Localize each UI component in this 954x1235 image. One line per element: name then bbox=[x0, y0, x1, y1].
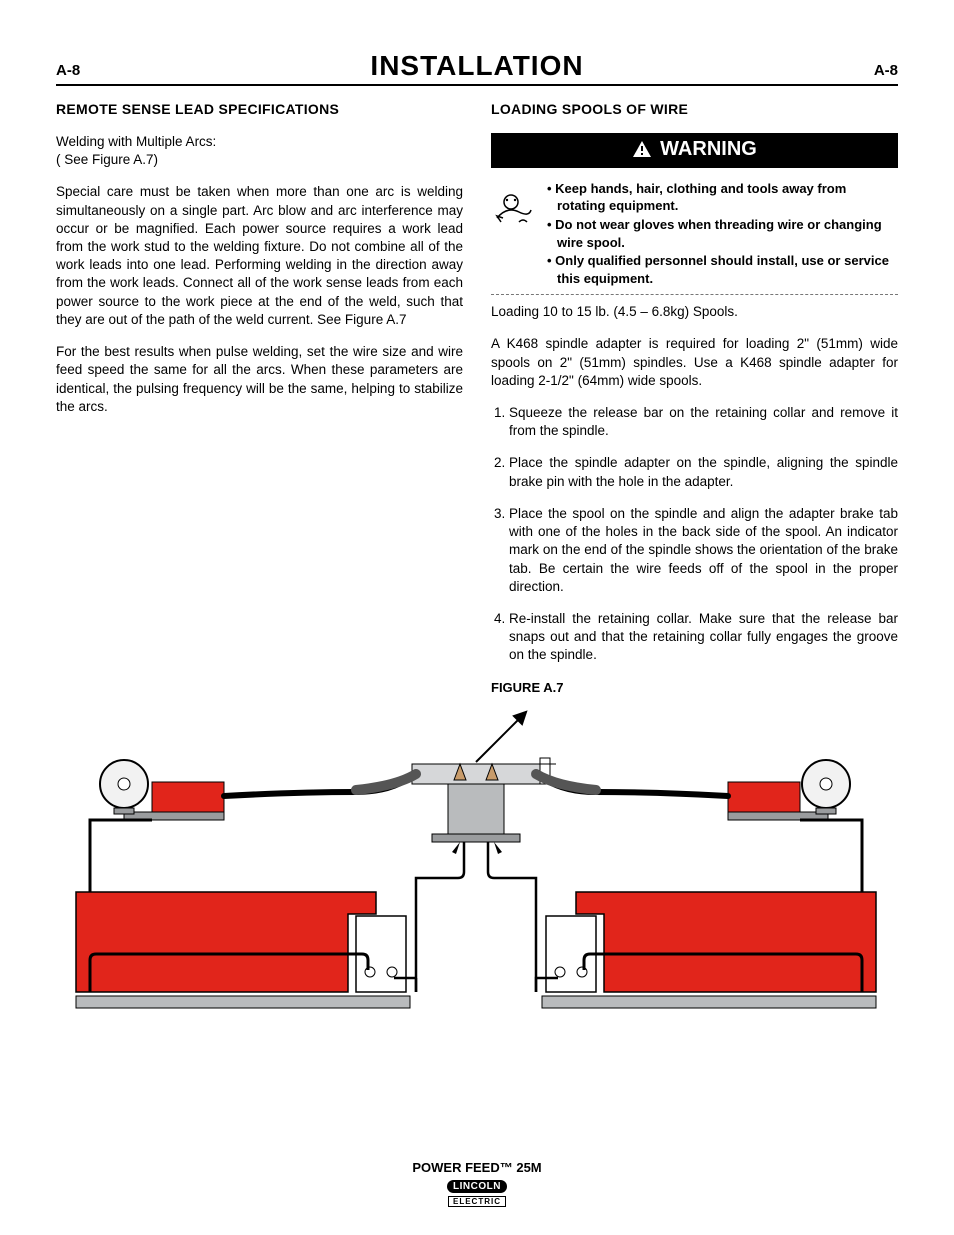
left-para-1: Special care must be taken when more tha… bbox=[56, 183, 463, 329]
warning-banner: WARNING bbox=[491, 133, 898, 168]
step-3: Place the spool on the spindle and align… bbox=[509, 505, 898, 596]
load-note: Loading 10 to 15 lb. (4.5 – 6.8kg) Spool… bbox=[491, 303, 898, 321]
intro-line-1: Welding with Multiple Arcs: bbox=[56, 134, 216, 149]
brand-badge: LINCOLN ELECTRIC bbox=[447, 1177, 507, 1207]
right-heading: LOADING SPOOLS OF WIRE bbox=[491, 100, 898, 119]
figure-label: FIGURE A.7 bbox=[491, 679, 898, 697]
entanglement-icon bbox=[491, 180, 537, 288]
step-2: Place the spindle adapter on the spindle… bbox=[509, 454, 898, 490]
warning-item-1: • Keep hands, hair, clothing and tools a… bbox=[547, 180, 898, 215]
intro-line-2: ( See Figure A.7) bbox=[56, 152, 158, 167]
intro-block: Welding with Multiple Arcs: ( See Figure… bbox=[56, 133, 463, 169]
page-footer: POWER FEED™ 25M LINCOLN ELECTRIC bbox=[0, 1160, 954, 1207]
warning-list: • Keep hands, hair, clothing and tools a… bbox=[491, 180, 898, 288]
steps-list: Squeeze the release bar on the retaining… bbox=[491, 404, 898, 665]
left-column: REMOTE SENSE LEAD SPECIFICATIONS Welding… bbox=[56, 100, 463, 696]
left-heading: REMOTE SENSE LEAD SPECIFICATIONS bbox=[56, 100, 463, 119]
warning-items: • Keep hands, hair, clothing and tools a… bbox=[547, 180, 898, 288]
page-ref-right: A-8 bbox=[874, 62, 898, 79]
right-column: LOADING SPOOLS OF WIRE WARNING bbox=[491, 100, 898, 696]
product-name: POWER FEED™ 25M bbox=[0, 1160, 954, 1175]
page-header: A-8 INSTALLATION A-8 bbox=[56, 50, 898, 86]
brand-bottom: ELECTRIC bbox=[448, 1196, 506, 1207]
brand-top: LINCOLN bbox=[447, 1180, 507, 1193]
adapter-para: A K468 spindle adapter is required for l… bbox=[491, 335, 898, 390]
warning-triangle-icon bbox=[632, 140, 652, 158]
left-para-2: For the best results when pulse welding,… bbox=[56, 343, 463, 416]
warning-item-3: • Only qualified personnel should instal… bbox=[547, 252, 898, 287]
dashed-rule bbox=[491, 294, 898, 295]
content-columns: REMOTE SENSE LEAD SPECIFICATIONS Welding… bbox=[56, 100, 898, 696]
warning-label: WARNING bbox=[660, 136, 757, 163]
step-4: Re-install the retaining collar. Make su… bbox=[509, 610, 898, 665]
figure-a7 bbox=[56, 702, 898, 1029]
step-1: Squeeze the release bar on the retaining… bbox=[509, 404, 898, 440]
page-ref-left: A-8 bbox=[56, 62, 80, 79]
page-title: INSTALLATION bbox=[370, 50, 583, 82]
warning-item-2: • Do not wear gloves when threading wire… bbox=[547, 216, 898, 251]
